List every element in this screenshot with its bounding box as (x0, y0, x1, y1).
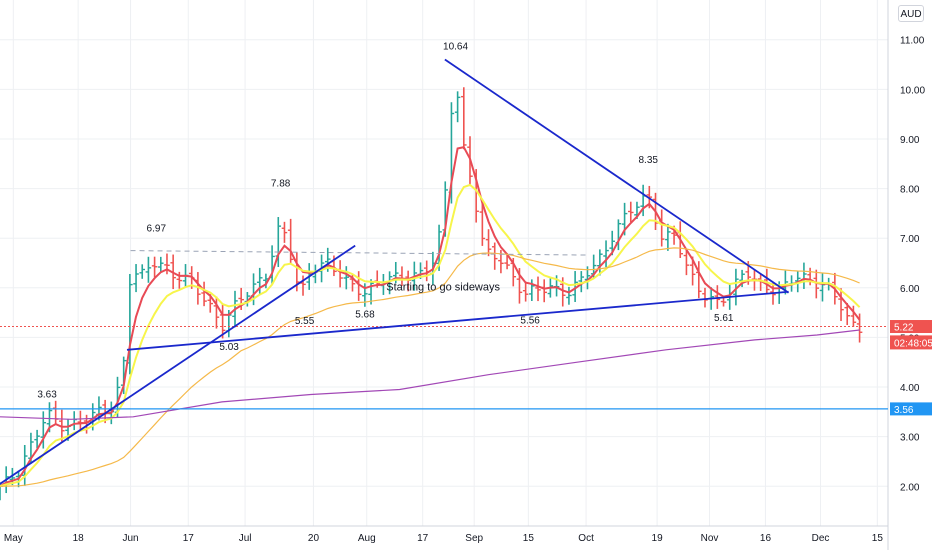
ma-fast-line (0, 145, 861, 488)
x-tick-label: 20 (308, 533, 320, 544)
x-tick-label: 15 (523, 533, 535, 544)
y-tick-label: 4.00 (900, 383, 920, 394)
y-tick-label: 2.00 (900, 482, 920, 493)
price-point-label: 5.61 (714, 313, 734, 324)
x-tick-label: May (4, 533, 23, 544)
x-tick-label: Nov (701, 533, 719, 544)
ma-long-line (0, 329, 860, 420)
x-tick-label: Jun (122, 533, 138, 544)
x-tick-label: 18 (73, 533, 85, 544)
price-tag-label: 02:48:05 (894, 338, 932, 349)
annotation-text: Starting to go sideways (386, 281, 500, 293)
price-tag-label: 5.22 (894, 323, 914, 334)
price-point-label: 7.88 (271, 179, 291, 190)
price-tag (890, 335, 932, 350)
y-tick-label: 3.00 (900, 433, 920, 444)
x-tick-label: 15 (872, 533, 884, 544)
price-point-label: 10.64 (443, 42, 468, 53)
x-tick-label: 17 (183, 533, 195, 544)
descending-trendline (444, 58, 790, 294)
price-tag (890, 402, 932, 416)
ma-mid-line (0, 183, 861, 488)
price-point-label: 5.68 (355, 310, 375, 321)
price-tag-label: 3.56 (894, 405, 914, 416)
currency-badge[interactable]: AUD (898, 5, 924, 22)
y-tick-label: 10.00 (900, 85, 925, 96)
y-tick-label: 8.00 (900, 185, 920, 196)
x-tick-label: 17 (417, 533, 429, 544)
x-tick-label: 19 (652, 533, 664, 544)
x-tick-label: Sep (465, 533, 483, 544)
y-tick-label: 7.00 (900, 234, 920, 245)
price-point-label: 6.97 (147, 224, 167, 235)
rising-trendline (0, 244, 356, 485)
x-tick-label: Jul (239, 533, 252, 544)
x-tick-label: 16 (760, 533, 772, 544)
resistance-dashed-line (130, 250, 587, 256)
price-tag (890, 320, 932, 334)
price-point-label: 8.35 (639, 155, 659, 166)
base-trendline (126, 290, 789, 351)
y-tick-label: 6.00 (900, 284, 920, 295)
price-point-label: 5.55 (295, 316, 315, 327)
y-tick-label: 11.00 (900, 36, 925, 47)
x-tick-label: Dec (812, 533, 830, 544)
price-point-label: 5.03 (219, 342, 239, 353)
x-tick-label: Oct (578, 533, 594, 544)
ma-slow-line (0, 247, 860, 487)
price-point-label: 3.63 (37, 389, 57, 400)
price-point-label: 5.56 (520, 316, 540, 327)
x-tick-label: Aug (358, 533, 376, 544)
y-tick-label: 9.00 (900, 135, 920, 146)
